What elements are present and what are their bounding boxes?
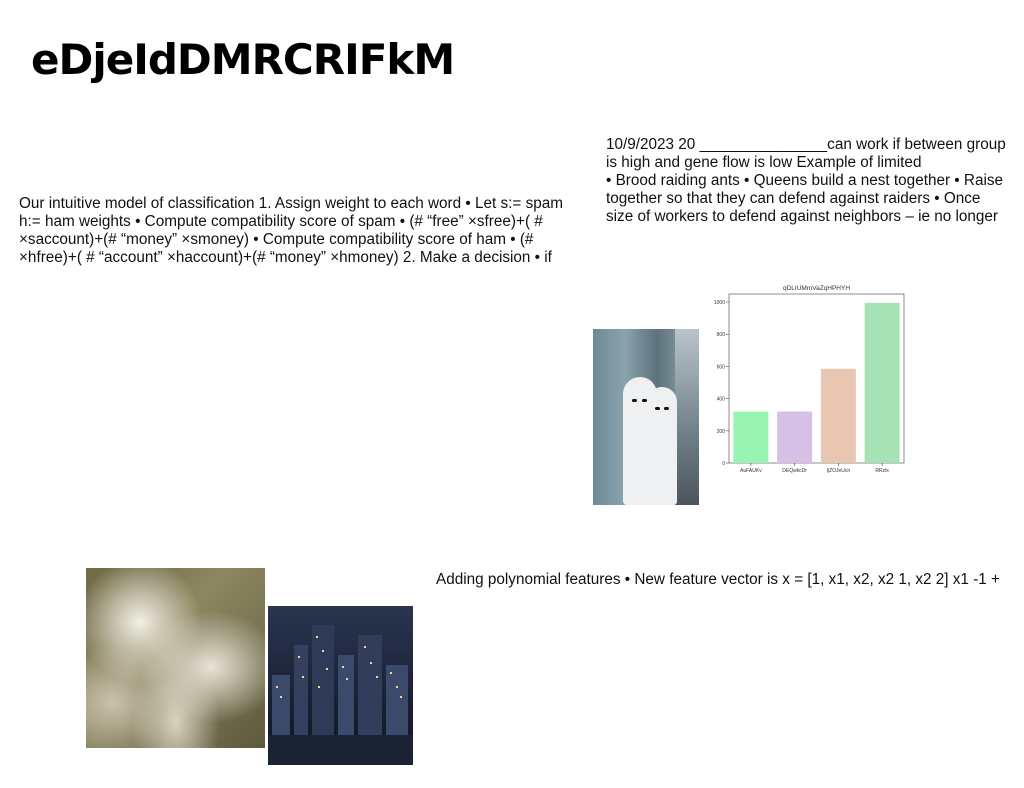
y-tick-label: 1000 — [714, 300, 725, 306]
bar-chart: qDLIUMmVaZqHPHYH 0 200 400 600 800 1000 AuFAUKv… — [714, 285, 905, 474]
left-text-block: Our intuitive model of classification 1.… — [19, 195, 563, 267]
y-tick-label: 0 — [722, 461, 725, 467]
text-line: ×hfree)+( # “account” ×haccount)+(# “mon… — [19, 249, 552, 266]
text-line: 10/9/2023 20 _______________can work if … — [606, 136, 1006, 153]
text-line: • Brood raiding ants • Queens build a ne… — [606, 172, 1004, 189]
text-line: together so that they can defend against… — [606, 190, 981, 207]
water-photo — [86, 568, 265, 748]
y-tick-label: 200 — [717, 429, 726, 435]
ghosts-photo — [593, 329, 699, 505]
text-line: h:= ham weights • Compute compatibility … — [19, 213, 543, 230]
bar-RRztx — [864, 302, 900, 463]
city-photo — [268, 606, 413, 765]
x-tick-label: DEQwkcDr — [782, 468, 807, 474]
x-tick-label: AuFAUKv — [740, 468, 762, 474]
y-tick-label: 600 — [717, 364, 726, 370]
y-tick-label: 400 — [717, 397, 726, 403]
text-line: size of workers to defend against neighb… — [606, 208, 999, 225]
street-background — [675, 329, 699, 505]
plot-frame — [728, 293, 905, 464]
text-line: is high and gene flow is low Example of … — [606, 154, 922, 171]
ghost-figure — [647, 387, 677, 505]
chart-title: qDLIUMmVaZqHPHYH — [783, 285, 850, 292]
bar-AuFAUKv — [733, 411, 769, 463]
bottom-text-block: Adding polynomial features • New feature… — [436, 571, 1000, 589]
page-title: eDjeIdDMRCRIFkM — [31, 35, 455, 84]
bar-IjZOJeUcn — [820, 368, 856, 463]
x-tick-label: RRztx — [875, 468, 889, 474]
text-line: ×saccount)+(# “money” ×smoney) • Compute… — [19, 231, 534, 248]
bar-DEQwkcDr — [777, 411, 813, 463]
x-tick-label: IjZOJeUcn — [827, 468, 851, 474]
y-tick-label: 800 — [717, 332, 726, 338]
text-line: Adding polynomial features • New feature… — [436, 571, 1000, 588]
right-text-block: 10/9/2023 20 _______________can work if … — [606, 136, 1006, 226]
text-line: Our intuitive model of classification 1.… — [19, 195, 563, 212]
